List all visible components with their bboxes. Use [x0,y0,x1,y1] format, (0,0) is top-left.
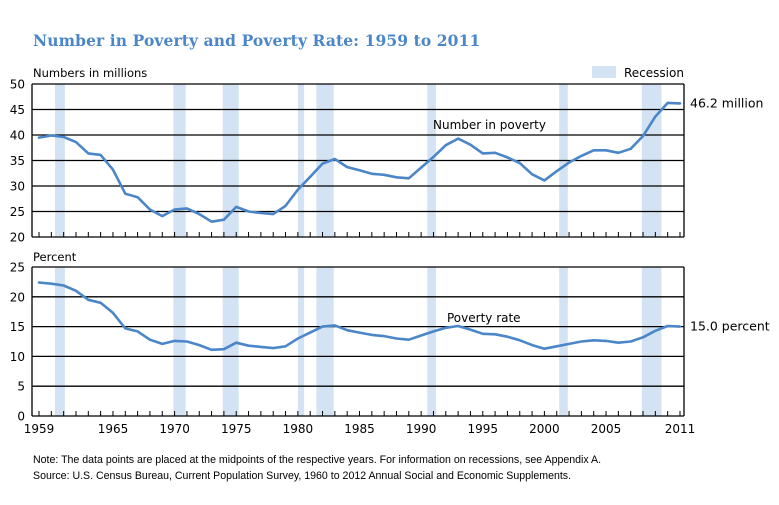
y-tick-label: 20 [10,290,25,304]
x-tick-label: 1995 [467,422,498,436]
y-tick-label: 30 [10,180,25,194]
x-tick-label: 1990 [406,422,437,436]
legend: Recession [592,66,684,80]
series-line [37,101,682,223]
x-tick-label: 1980 [283,422,314,436]
source-text: Source: U.S. Census Bureau, Current Popu… [33,470,572,482]
recession-band [641,267,662,416]
y-tick-label: 35 [10,154,25,168]
end-value-label: 15.0 percent [690,319,770,334]
series-line [37,281,682,352]
recession-band [297,267,305,416]
note-text: Note: The data points are placed at the … [33,454,602,466]
y-tick-label: 5 [17,380,25,394]
chart-title: Number in Poverty and Poverty Rate: 1959… [33,31,481,50]
recession-band [559,267,568,416]
x-tick-label: 1959 [24,422,55,436]
y-tick-label: 45 [10,103,25,117]
y-tick-label: 0 [17,410,25,424]
recession-band [222,267,239,416]
panel-poverty-rate: 0 5 10 15 20 25 1959 1965 1970 1975 1980 1985 1990 19… [10,250,770,436]
y-tick-label: 25 [10,261,25,275]
panel-number-in-poverty: 20 25 30 35 40 45 50 Numbers in millions Number … [10,66,764,245]
y-tick-label: 10 [10,350,25,364]
y-tick-label: 25 [10,205,25,219]
y-tick-label: 50 [10,78,25,92]
x-tick-label: 2000 [529,422,560,436]
recession-band [427,267,436,416]
series-label: Poverty rate [447,311,521,325]
footnotes: Note: The data points are placed at the … [33,452,601,484]
legend-label-recession: Recession [624,66,684,80]
x-tick-label: 1970 [159,422,190,436]
end-value-label: 46.2 million [690,95,763,110]
x-tick-label: 2005 [591,422,622,436]
legend-swatch-recession [592,66,616,78]
y-tick-label: 40 [10,129,25,143]
y-axis-label: Numbers in millions [33,66,147,80]
y-tick-label: 20 [10,231,25,245]
series-label: Number in poverty [433,118,546,132]
x-tick-label: 2011 [665,422,696,436]
recession-band [55,267,65,416]
x-tick-label: 1965 [98,422,129,436]
y-tick-label: 15 [10,320,25,334]
y-axis-label: Percent [33,250,77,264]
x-tick-label: 1975 [221,422,252,436]
x-tick-label: 1985 [344,422,375,436]
recession-band [316,267,334,416]
